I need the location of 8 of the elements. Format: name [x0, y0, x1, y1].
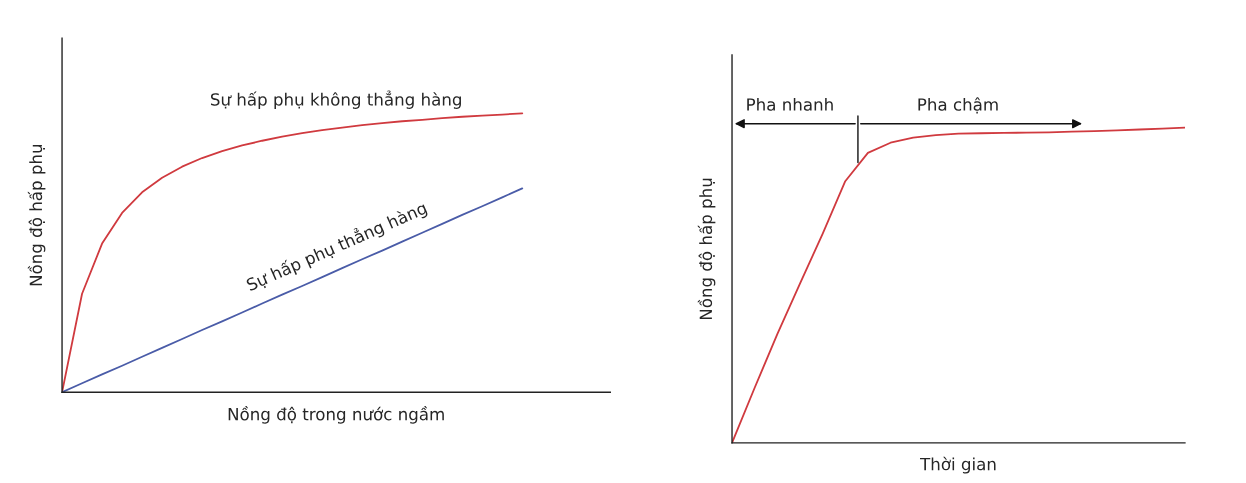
y-axis-title: Nồng độ hấp phụ [27, 144, 46, 286]
x-axis-title: Nồng độ trong nước ngầm [228, 406, 444, 424]
x-axis-title: Thời gian [920, 456, 996, 474]
y-axis-title: Nồng độ hấp phụ [697, 178, 716, 320]
text: Pha chậm [918, 97, 998, 114]
annotation: Sự hấp phụ thẳng hàng [244, 199, 429, 295]
text: Sự hấp phụ không thẳng hàng [210, 90, 461, 109]
text: Pha nhanh [747, 97, 833, 111]
